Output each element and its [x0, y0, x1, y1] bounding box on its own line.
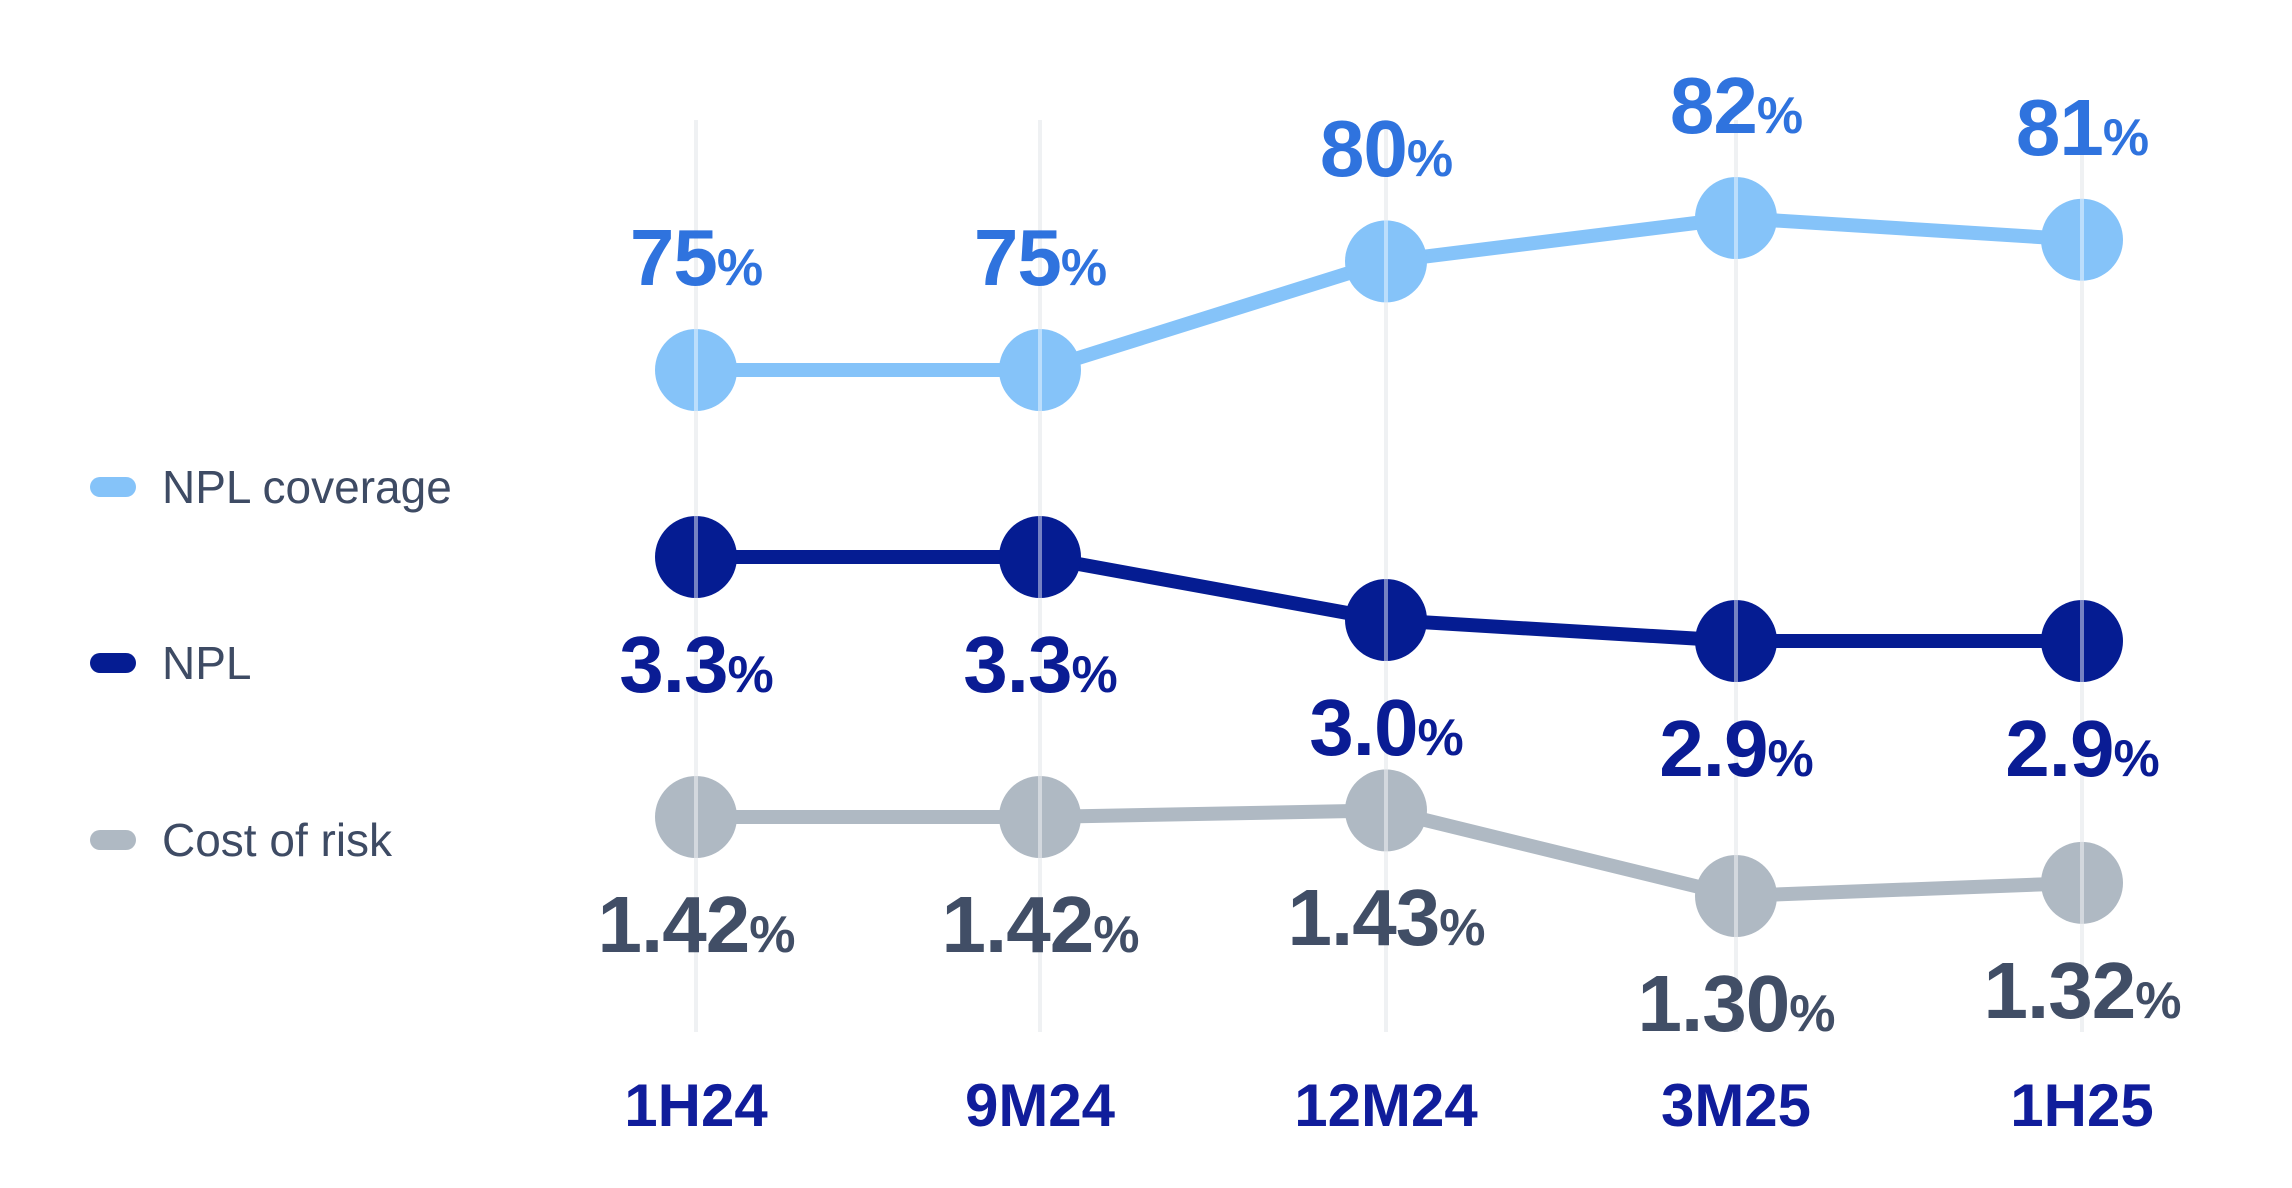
percent-sign: % [716, 239, 763, 297]
value-label-npl-coverage-1H25: 81% [2016, 87, 2149, 168]
legend-item-npl: NPL [90, 640, 251, 686]
legend-item-npl-coverage: NPL coverage [90, 464, 452, 510]
legend-swatch-icon [90, 477, 136, 497]
percent-sign: % [1071, 646, 1117, 704]
x-axis-label-1H24: 1H24 [624, 1072, 768, 1139]
data-point-npl-3M25 [1695, 600, 1777, 682]
percent-sign: % [2135, 971, 2181, 1030]
value-label-cost-of-risk-9M24: 1.42% [942, 885, 1140, 965]
value-number: 3.3 [619, 620, 728, 709]
value-label-npl-12M24: 3.0% [1309, 688, 1463, 768]
data-point-npl-9M24 [999, 516, 1081, 598]
value-number: 80 [1319, 104, 1408, 194]
value-number: 82 [1669, 61, 1758, 150]
percent-sign: % [1767, 730, 1813, 788]
data-point-npl-coverage-12M24 [1345, 220, 1427, 303]
data-point-npl-12M24 [1345, 579, 1427, 661]
data-point-npl-1H24 [655, 516, 737, 598]
data-point-npl-coverage-1H25 [2041, 198, 2123, 281]
value-number: 2.9 [1659, 704, 1768, 793]
value-label-cost-of-risk-3M25: 1.30% [1638, 964, 1836, 1044]
value-label-npl-1H24: 3.3% [619, 625, 773, 705]
legend-label: NPL [162, 637, 252, 689]
data-point-cost-of-risk-1H24 [655, 776, 737, 858]
value-label-npl-9M24: 3.3% [963, 625, 1117, 705]
data-point-cost-of-risk-12M24 [1345, 769, 1427, 852]
data-point-cost-of-risk-3M25 [1695, 855, 1777, 937]
value-label-npl-coverage-1H24: 75% [630, 218, 763, 298]
percent-sign: % [1439, 899, 1485, 958]
value-label-npl-coverage-12M24: 80% [1320, 109, 1453, 189]
percent-sign: % [727, 646, 773, 704]
percent-sign: % [1756, 87, 1803, 145]
value-number: 1.42 [597, 880, 751, 969]
value-number: 2.9 [2005, 704, 2114, 793]
percent-sign: % [2113, 730, 2159, 788]
data-point-npl-coverage-1H24 [655, 329, 737, 411]
value-number: 3.0 [1309, 683, 1418, 772]
value-label-npl-3M25: 2.9% [1659, 709, 1813, 789]
percent-sign: % [2102, 108, 2149, 167]
value-number: 1.32 [1983, 945, 2137, 1035]
value-number: 75 [973, 213, 1062, 302]
value-number: 1.43 [1287, 873, 1441, 963]
data-point-npl-1H25 [2041, 600, 2123, 682]
percent-sign: % [1060, 239, 1107, 297]
legend-item-cost-of-risk: Cost of risk [90, 817, 392, 863]
x-axis-label-9M24: 9M24 [964, 1072, 1116, 1139]
data-point-npl-coverage-3M25 [1695, 177, 1777, 259]
value-number: 81 [2015, 82, 2104, 172]
value-label-npl-coverage-3M25: 82% [1670, 66, 1803, 146]
value-label-cost-of-risk-1H24: 1.42% [598, 885, 796, 965]
value-label-npl-1H25: 2.9% [2005, 709, 2159, 789]
percent-sign: % [1093, 906, 1139, 964]
data-point-cost-of-risk-1H25 [2041, 841, 2123, 924]
x-axis-label-12M24: 12M24 [1294, 1072, 1478, 1139]
legend-swatch-icon [90, 653, 136, 673]
value-number: 1.42 [941, 880, 1095, 969]
percent-sign: % [1406, 130, 1453, 189]
value-number: 75 [629, 213, 718, 302]
x-axis-label-1H25: 1H25 [2010, 1072, 2154, 1139]
value-label-cost-of-risk-12M24: 1.43% [1288, 878, 1486, 958]
legend-label: Cost of risk [162, 814, 393, 866]
value-number: 1.30 [1637, 959, 1791, 1048]
data-point-cost-of-risk-9M24 [999, 776, 1081, 858]
percent-sign: % [1417, 709, 1463, 767]
value-label-npl-coverage-9M24: 75% [974, 218, 1107, 298]
value-number: 3.3 [963, 620, 1072, 709]
percent-sign: % [749, 906, 795, 964]
legend-label: NPL coverage [162, 461, 452, 513]
legend-swatch-icon [90, 830, 136, 850]
x-axis-label-3M25: 3M25 [1660, 1072, 1812, 1139]
value-label-cost-of-risk-1H25: 1.32% [1984, 950, 2182, 1031]
data-point-npl-coverage-9M24 [999, 329, 1081, 411]
percent-sign: % [1789, 985, 1835, 1043]
